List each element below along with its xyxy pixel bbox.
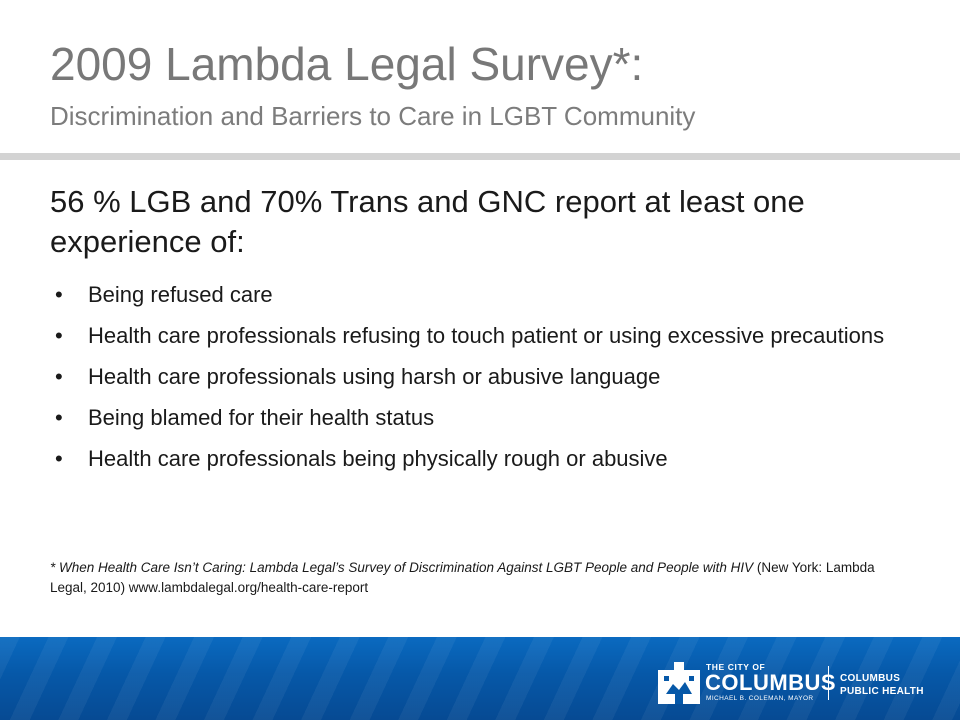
bullet-item: • Being refused care <box>50 280 910 310</box>
logo-city-line: THE CITY OF <box>706 662 766 672</box>
logo-department-line2: PUBLIC HEALTH <box>840 686 924 697</box>
bullet-text: Being refused care <box>88 282 273 307</box>
bullet-list: • Being refused care • Health care profe… <box>50 280 910 485</box>
bullet-item: • Health care professionals using harsh … <box>50 362 910 392</box>
bullet-marker: • <box>55 446 63 471</box>
footer-bar <box>0 637 960 720</box>
citation-footnote: * When Health Care Isn’t Caring: Lambda … <box>50 558 910 598</box>
logo-mayor-line: MICHAEL B. COLEMAN, MAYOR <box>706 695 814 702</box>
citation-details: (New York: Lambda Legal, 2010) www.lambd… <box>50 560 875 595</box>
footer-texture <box>0 637 960 720</box>
bullet-marker: • <box>55 323 63 348</box>
columbus-building-icon <box>658 662 700 704</box>
citation-title: * When Health Care Isn’t Caring: Lambda … <box>50 560 754 575</box>
bullet-item: • Health care professionals being physic… <box>50 444 910 474</box>
bullet-text: Health care professionals using harsh or… <box>88 364 661 389</box>
bullet-item: • Being blamed for their health status <box>50 403 910 433</box>
bullet-text: Being blamed for their health status <box>88 405 435 430</box>
logo-city-name: COLUMBUS <box>705 670 837 695</box>
slide-subtitle: Discrimination and Barriers to Care in L… <box>50 101 696 131</box>
bullet-item: • Health care professionals refusing to … <box>50 321 910 351</box>
logo-separator <box>828 666 829 700</box>
slide-title: 2009 Lambda Legal Survey*: <box>50 38 644 90</box>
logo-department-line1: COLUMBUS <box>840 673 901 684</box>
bullet-marker: • <box>55 405 63 430</box>
lead-statement: 56 % LGB and 70% Trans and GNC report at… <box>50 184 805 259</box>
bullet-marker: • <box>55 364 63 389</box>
title-divider <box>0 153 960 160</box>
bullet-text: Health care professionals refusing to to… <box>88 323 885 348</box>
bullet-text: Health care professionals being physical… <box>88 446 668 471</box>
bullet-marker: • <box>55 282 63 307</box>
columbus-public-health-logo: THE CITY OF COLUMBUS MICHAEL B. COLEMAN,… <box>656 660 946 706</box>
